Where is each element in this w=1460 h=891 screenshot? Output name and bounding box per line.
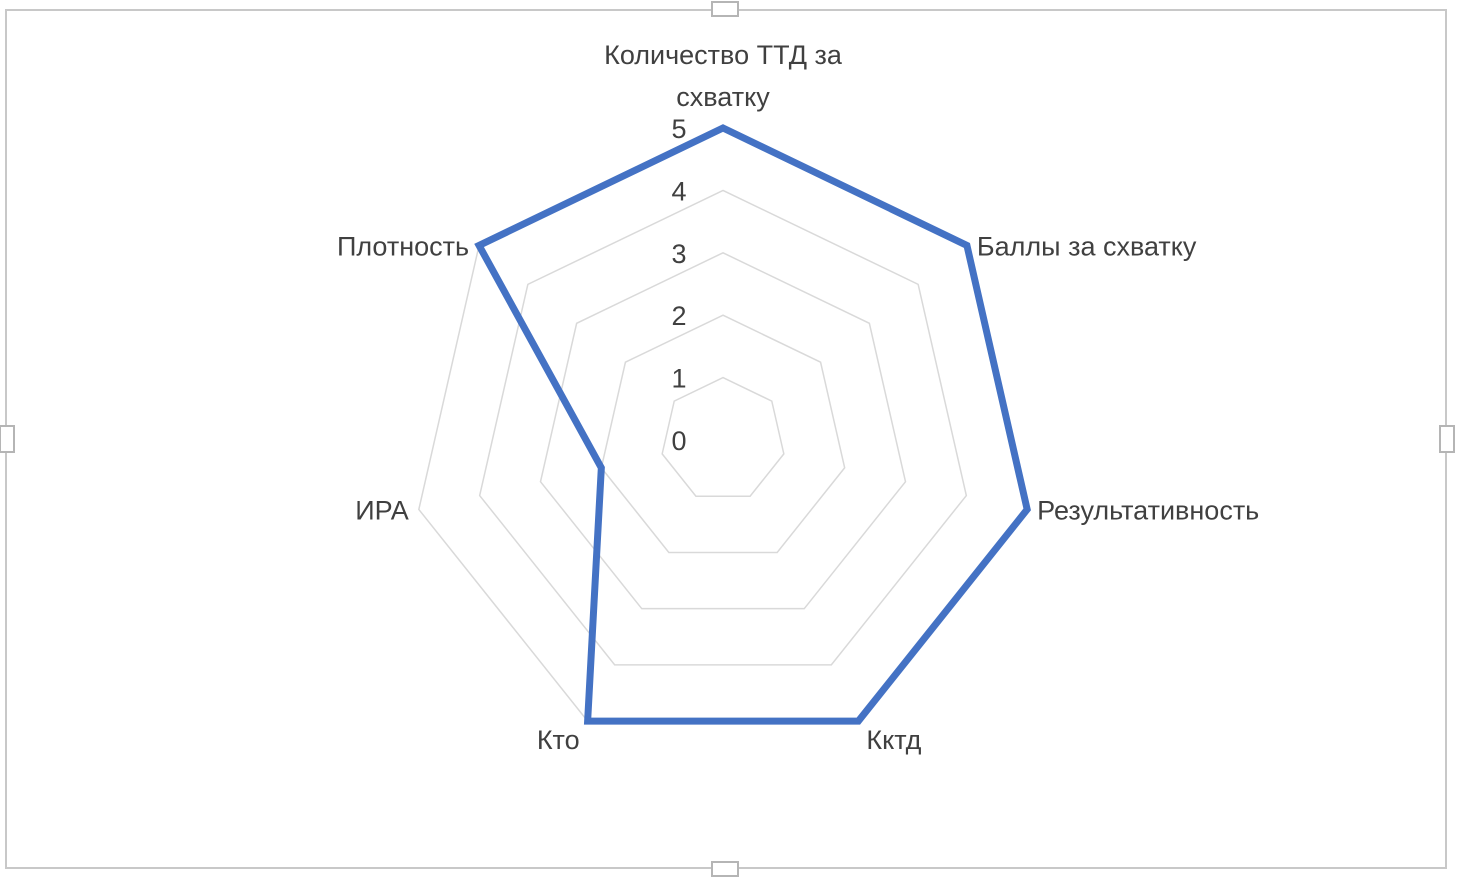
radar-grid bbox=[418, 127, 1028, 722]
tick-label-2: 2 bbox=[671, 301, 686, 331]
radar-series-layer bbox=[474, 124, 1031, 725]
category-label-5: Кто bbox=[537, 725, 580, 755]
grid-ring-2 bbox=[600, 314, 846, 554]
category-label-4: Кктд bbox=[866, 725, 921, 755]
resize-handle-bottom[interactable] bbox=[711, 861, 739, 877]
category-label-6: ИРА bbox=[355, 495, 409, 525]
resize-handle-top[interactable] bbox=[711, 1, 739, 17]
chart-border bbox=[5, 9, 1447, 869]
category-label-3: Результативность bbox=[1037, 495, 1259, 525]
tick-label-5: 5 bbox=[671, 114, 686, 144]
grid-ring-5 bbox=[418, 127, 1028, 722]
category-label-7: Плотность bbox=[337, 231, 469, 261]
resize-handle-right[interactable] bbox=[1439, 425, 1455, 453]
series-line-1[interactable] bbox=[474, 124, 1031, 725]
tick-label-4: 4 bbox=[671, 176, 686, 206]
radial-tick-labels: 0 1 2 3 4 5 bbox=[671, 114, 686, 456]
resize-handles[interactable] bbox=[0, 1, 1455, 877]
grid-ring-3 bbox=[539, 251, 907, 610]
grid-ring-1 bbox=[661, 376, 785, 497]
tick-label-3: 3 bbox=[671, 239, 686, 269]
category-labels: Количество ТТД за схватку Баллы за схватку… bbox=[337, 40, 1259, 755]
resize-handle-left[interactable] bbox=[0, 425, 15, 453]
tick-label-1: 1 bbox=[671, 364, 686, 394]
category-label-2: Баллы за схватку bbox=[977, 231, 1197, 261]
tick-label-0: 0 bbox=[671, 426, 686, 456]
category-label-1: Количество ТТД за схватку bbox=[604, 40, 843, 112]
